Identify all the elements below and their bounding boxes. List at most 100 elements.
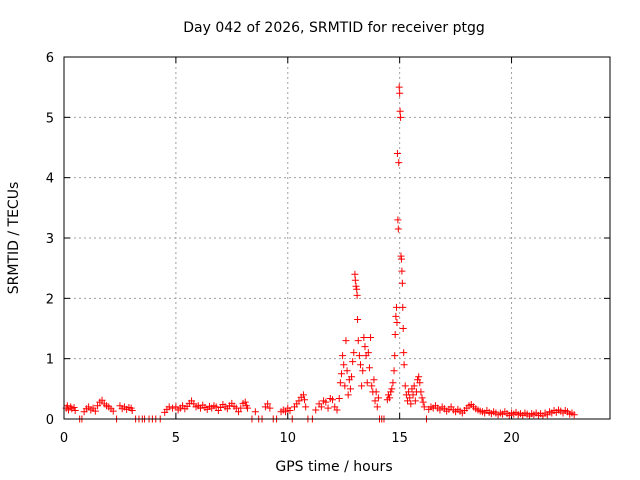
data-point bbox=[570, 411, 578, 419]
x-tick-label: 10 bbox=[279, 431, 296, 446]
data-point bbox=[418, 394, 426, 402]
data-point bbox=[348, 373, 356, 381]
data-point bbox=[212, 403, 220, 411]
data-point bbox=[295, 397, 303, 405]
data-point bbox=[353, 285, 361, 293]
data-point bbox=[299, 391, 307, 399]
data-point bbox=[91, 407, 99, 415]
data-point bbox=[351, 270, 359, 278]
y-tick-label: 2 bbox=[46, 292, 54, 307]
data-point bbox=[386, 394, 394, 402]
data-point bbox=[361, 343, 369, 351]
y-tick-label: 5 bbox=[46, 111, 54, 126]
data-point bbox=[70, 404, 78, 412]
data-point bbox=[419, 398, 427, 406]
data-point bbox=[397, 113, 405, 121]
data-point bbox=[349, 358, 357, 366]
data-point bbox=[344, 391, 352, 399]
data-point bbox=[355, 352, 363, 360]
data-point bbox=[373, 403, 381, 411]
data-point bbox=[399, 303, 407, 311]
data-point bbox=[109, 407, 117, 415]
data-point bbox=[354, 315, 362, 323]
data-point bbox=[94, 402, 102, 410]
data-point bbox=[411, 397, 419, 405]
data-point bbox=[401, 382, 409, 390]
data-point bbox=[354, 337, 362, 345]
data-point bbox=[241, 398, 249, 406]
x-tick-label: 15 bbox=[391, 431, 408, 446]
data-point bbox=[363, 379, 371, 387]
data-point bbox=[312, 406, 320, 414]
data-point bbox=[335, 394, 343, 402]
x-axis-label: GPS time / hours bbox=[275, 459, 392, 475]
data-point bbox=[324, 404, 332, 412]
data-point bbox=[67, 403, 75, 411]
data-point bbox=[394, 225, 402, 233]
data-point bbox=[416, 379, 424, 387]
data-point bbox=[420, 403, 428, 411]
data-point bbox=[322, 398, 330, 406]
x-tick-label: 20 bbox=[503, 431, 520, 446]
data-point bbox=[410, 382, 418, 390]
data-point bbox=[390, 367, 398, 375]
data-point bbox=[336, 379, 344, 387]
data-point bbox=[374, 394, 382, 402]
data-point bbox=[400, 361, 408, 369]
data-point bbox=[368, 382, 376, 390]
y-tick-label: 3 bbox=[46, 232, 54, 247]
data-point bbox=[282, 408, 290, 416]
data-point bbox=[63, 402, 71, 410]
data-point bbox=[359, 367, 367, 375]
y-tick-label: 4 bbox=[46, 172, 54, 187]
data-point bbox=[165, 403, 173, 411]
data-point bbox=[364, 349, 372, 357]
data-point bbox=[388, 385, 396, 393]
data-point bbox=[372, 388, 380, 396]
data-point bbox=[243, 404, 251, 412]
data-point bbox=[398, 279, 406, 287]
data-point bbox=[356, 361, 364, 369]
data-point bbox=[264, 400, 272, 408]
x-tick-label: 0 bbox=[60, 431, 68, 446]
plot-frame bbox=[63, 56, 611, 420]
data-point bbox=[317, 403, 325, 411]
data-point bbox=[235, 408, 243, 416]
data-point bbox=[343, 367, 351, 375]
data-point bbox=[409, 391, 417, 399]
data-point bbox=[350, 349, 358, 357]
y-tick-label: 0 bbox=[46, 413, 54, 428]
data-point bbox=[407, 400, 415, 408]
data-point bbox=[169, 404, 177, 412]
data-point bbox=[367, 334, 375, 342]
grid bbox=[64, 57, 610, 419]
data-point bbox=[392, 312, 400, 320]
y-tick-label: 6 bbox=[46, 51, 54, 66]
data-point bbox=[396, 107, 404, 115]
data-point bbox=[389, 379, 397, 387]
data-point bbox=[358, 382, 366, 390]
data-point bbox=[406, 394, 414, 402]
data-point bbox=[353, 291, 361, 299]
data-point bbox=[341, 382, 349, 390]
data-point bbox=[393, 150, 401, 158]
data-point bbox=[394, 216, 402, 224]
data-point bbox=[395, 83, 403, 91]
data-point bbox=[365, 364, 373, 372]
chart-title: Day 042 of 2026, SRMTID for receiver ptg… bbox=[183, 20, 485, 36]
data-point bbox=[417, 388, 425, 396]
data-point bbox=[251, 408, 259, 416]
data-point bbox=[371, 397, 379, 405]
y-axis-label: SRMTID / TECUs bbox=[6, 182, 22, 295]
data-point bbox=[266, 404, 274, 412]
data-point bbox=[286, 407, 294, 415]
axis-ticks: 0 5 10 15 20 0 1 2 3 4 5 6 bbox=[46, 51, 610, 446]
data-point bbox=[397, 255, 405, 263]
data-point bbox=[98, 396, 106, 404]
data-point bbox=[400, 349, 408, 357]
data-point bbox=[360, 334, 368, 342]
data-point bbox=[352, 282, 360, 290]
data-point bbox=[391, 352, 399, 360]
data-point bbox=[415, 373, 423, 381]
